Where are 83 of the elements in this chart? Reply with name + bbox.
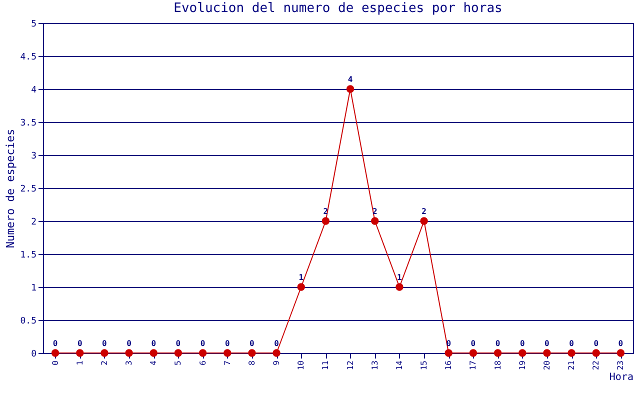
x-tick-label: 7	[222, 360, 232, 366]
y-tick-label: 3	[31, 152, 36, 162]
point	[100, 349, 108, 357]
point	[616, 349, 625, 357]
point	[568, 349, 576, 357]
x-tick-label: 15	[420, 360, 429, 370]
point	[198, 349, 207, 357]
x-tick-label: 2	[100, 360, 109, 366]
y-axis-title: Numero de especies	[4, 128, 18, 248]
data-label: 0	[274, 339, 280, 348]
point	[346, 85, 354, 93]
data-label: 0	[52, 339, 58, 348]
y-tick-label: 1.5	[20, 250, 36, 260]
x-tick-label: 14	[394, 360, 404, 370]
x-tick-label: 4	[149, 360, 158, 366]
data-label: 2	[422, 207, 427, 216]
data-label: 0	[224, 339, 230, 348]
x-axis-title: Hora	[609, 372, 634, 384]
data-label: 2	[323, 207, 328, 216]
x-tick-label: 20	[542, 360, 552, 370]
x-tick-label: 8	[247, 360, 256, 366]
data-label: 0	[151, 339, 156, 348]
point	[444, 349, 452, 357]
x-tick-label: 1	[75, 360, 84, 366]
point	[272, 349, 280, 357]
data-label: 1	[298, 273, 304, 282]
point	[469, 349, 478, 357]
x-tick-label: 17	[468, 360, 478, 370]
x-tick-label: 5	[174, 360, 183, 366]
point	[150, 349, 158, 357]
data-label: 0	[176, 339, 181, 348]
x-tick-label: 23	[616, 360, 626, 370]
data-label: 4	[348, 75, 353, 84]
y-tick-label: 2	[31, 218, 36, 228]
point	[322, 217, 330, 225]
data-label: 0	[126, 339, 132, 348]
x-tick-label: 19	[518, 360, 527, 370]
y-tick-label: 1	[31, 284, 36, 294]
point	[51, 349, 60, 357]
x-tick-label: 12	[346, 360, 355, 370]
point	[396, 283, 404, 291]
data-label: 0	[569, 339, 574, 348]
y-tick-label: 4	[31, 86, 36, 96]
x-tick-label: 21	[567, 360, 576, 370]
point	[224, 349, 232, 357]
point	[76, 349, 84, 357]
point	[420, 217, 428, 225]
point	[543, 349, 551, 357]
data-label: 0	[200, 339, 206, 348]
data-label: 0	[544, 339, 550, 348]
data-label: 1	[397, 273, 402, 282]
point	[248, 349, 256, 357]
data-label: 0	[102, 339, 108, 348]
x-tick-label: 9	[272, 360, 282, 366]
x-tick-label: 3	[124, 360, 134, 366]
x-tick-label: 6	[198, 360, 208, 366]
point	[125, 349, 133, 357]
point	[592, 349, 600, 357]
point	[174, 349, 182, 357]
y-tick-label: 2.5	[20, 184, 36, 194]
data-label: 0	[594, 339, 599, 348]
point	[494, 349, 502, 357]
y-tick-label: 4.5	[20, 52, 36, 62]
x-tick-label: 0	[50, 360, 60, 366]
y-tick-label: 0.5	[20, 316, 36, 326]
x-tick-label: 22	[592, 360, 601, 370]
data-label: 0	[77, 339, 82, 348]
data-label: 0	[520, 339, 525, 348]
data-label: 0	[618, 339, 624, 348]
x-tick-label: 10	[296, 360, 306, 370]
data-label: 0	[250, 339, 255, 348]
y-tick-label: 5	[31, 20, 36, 30]
point	[371, 217, 379, 225]
y-tick-label: 3.5	[20, 118, 36, 128]
data-label: 0	[470, 339, 476, 348]
chart-title: Evolucion del numero de especies por horas	[174, 1, 502, 16]
x-tick-label: 18	[493, 360, 502, 370]
x-tick-label: 11	[321, 360, 330, 370]
data-label: 0	[495, 339, 500, 348]
point	[297, 283, 305, 291]
point	[518, 349, 526, 357]
x-tick-label: 16	[444, 360, 454, 370]
x-tick-label: 13	[370, 360, 380, 370]
